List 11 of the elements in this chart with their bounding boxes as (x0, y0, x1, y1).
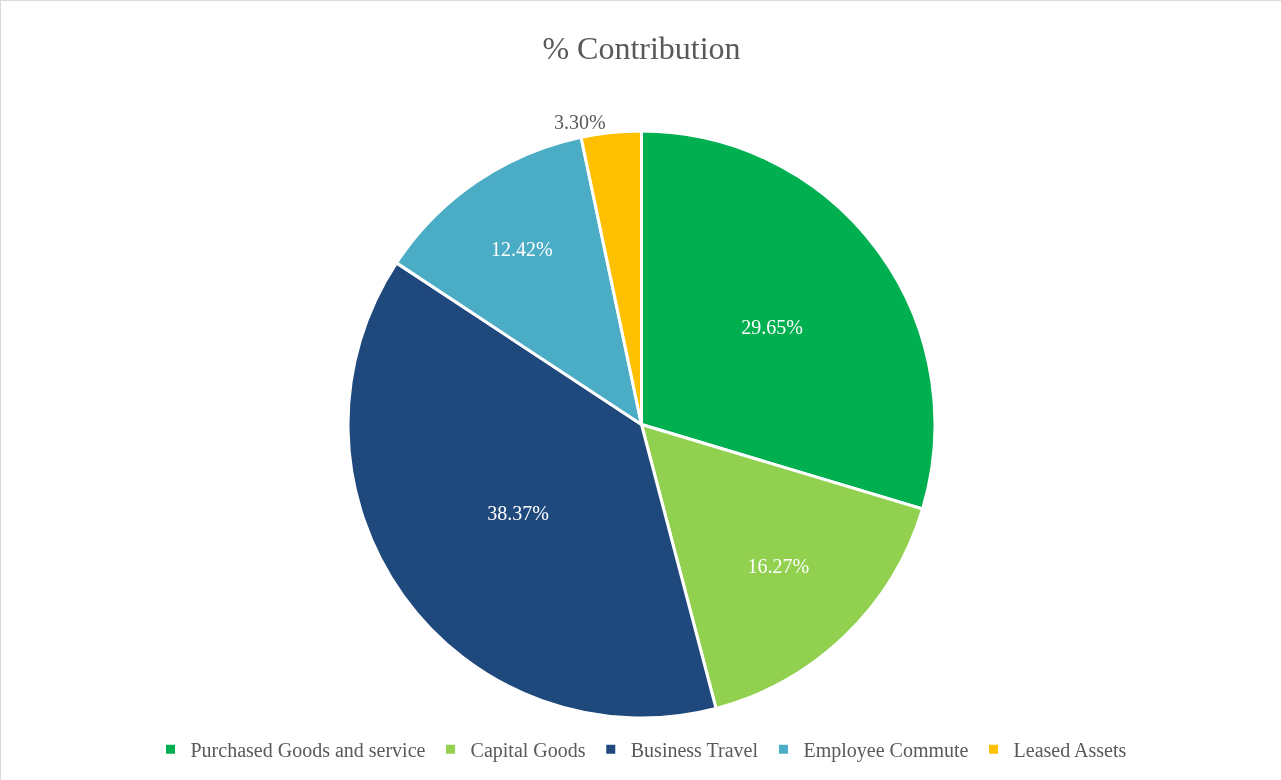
chart-title: % Contribution (542, 29, 741, 66)
legend-label: Capital Goods (470, 739, 586, 763)
data-label: 29.65% (741, 316, 803, 339)
data-label: 3.30% (553, 110, 606, 133)
legend-label: Business Travel (630, 739, 759, 762)
data-label: 38.37% (487, 501, 550, 524)
data-label: 12.42% (491, 237, 553, 260)
legend-label: Purchased Goods and service (190, 739, 426, 762)
legend-label: Leased Assets (1013, 739, 1127, 762)
data-label: 16.27% (747, 555, 810, 578)
legend-label: Employee Commute (803, 739, 969, 763)
